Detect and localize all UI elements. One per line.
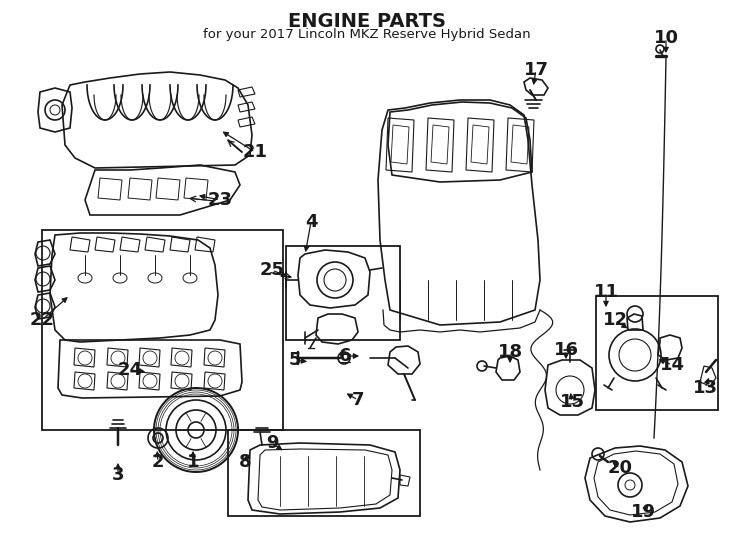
Text: 25: 25 [260, 261, 285, 279]
Text: 1: 1 [186, 453, 199, 471]
Text: 4: 4 [305, 213, 317, 231]
Text: 9: 9 [266, 434, 278, 452]
Bar [286, 246, 400, 340]
Text: 5: 5 [288, 351, 301, 369]
Text: 23: 23 [208, 191, 233, 209]
Text: 18: 18 [498, 343, 523, 361]
Text: 3: 3 [112, 466, 124, 484]
Text: 2: 2 [152, 453, 164, 471]
Text: ENGINE PARTS: ENGINE PARTS [288, 12, 446, 31]
Bar [228, 430, 420, 516]
Text: 6: 6 [339, 347, 352, 365]
Bar [596, 296, 718, 410]
Text: 16: 16 [553, 341, 578, 359]
Bar [42, 230, 283, 430]
Text: 8: 8 [239, 453, 251, 471]
Text: 11: 11 [594, 283, 619, 301]
Text: for your 2017 Lincoln MKZ Reserve Hybrid Sedan: for your 2017 Lincoln MKZ Reserve Hybrid… [203, 28, 531, 41]
Text: 14: 14 [660, 356, 685, 374]
Text: 19: 19 [631, 503, 655, 521]
Text: 7: 7 [352, 391, 364, 409]
Text: 22: 22 [29, 311, 54, 329]
Text: 21: 21 [242, 143, 267, 161]
Text: 17: 17 [523, 61, 548, 79]
Text: 24: 24 [117, 361, 142, 379]
Text: 12: 12 [603, 311, 628, 329]
Text: 20: 20 [608, 459, 633, 477]
Text: 15: 15 [559, 393, 584, 411]
Text: 13: 13 [692, 379, 718, 397]
Text: 10: 10 [653, 29, 678, 47]
